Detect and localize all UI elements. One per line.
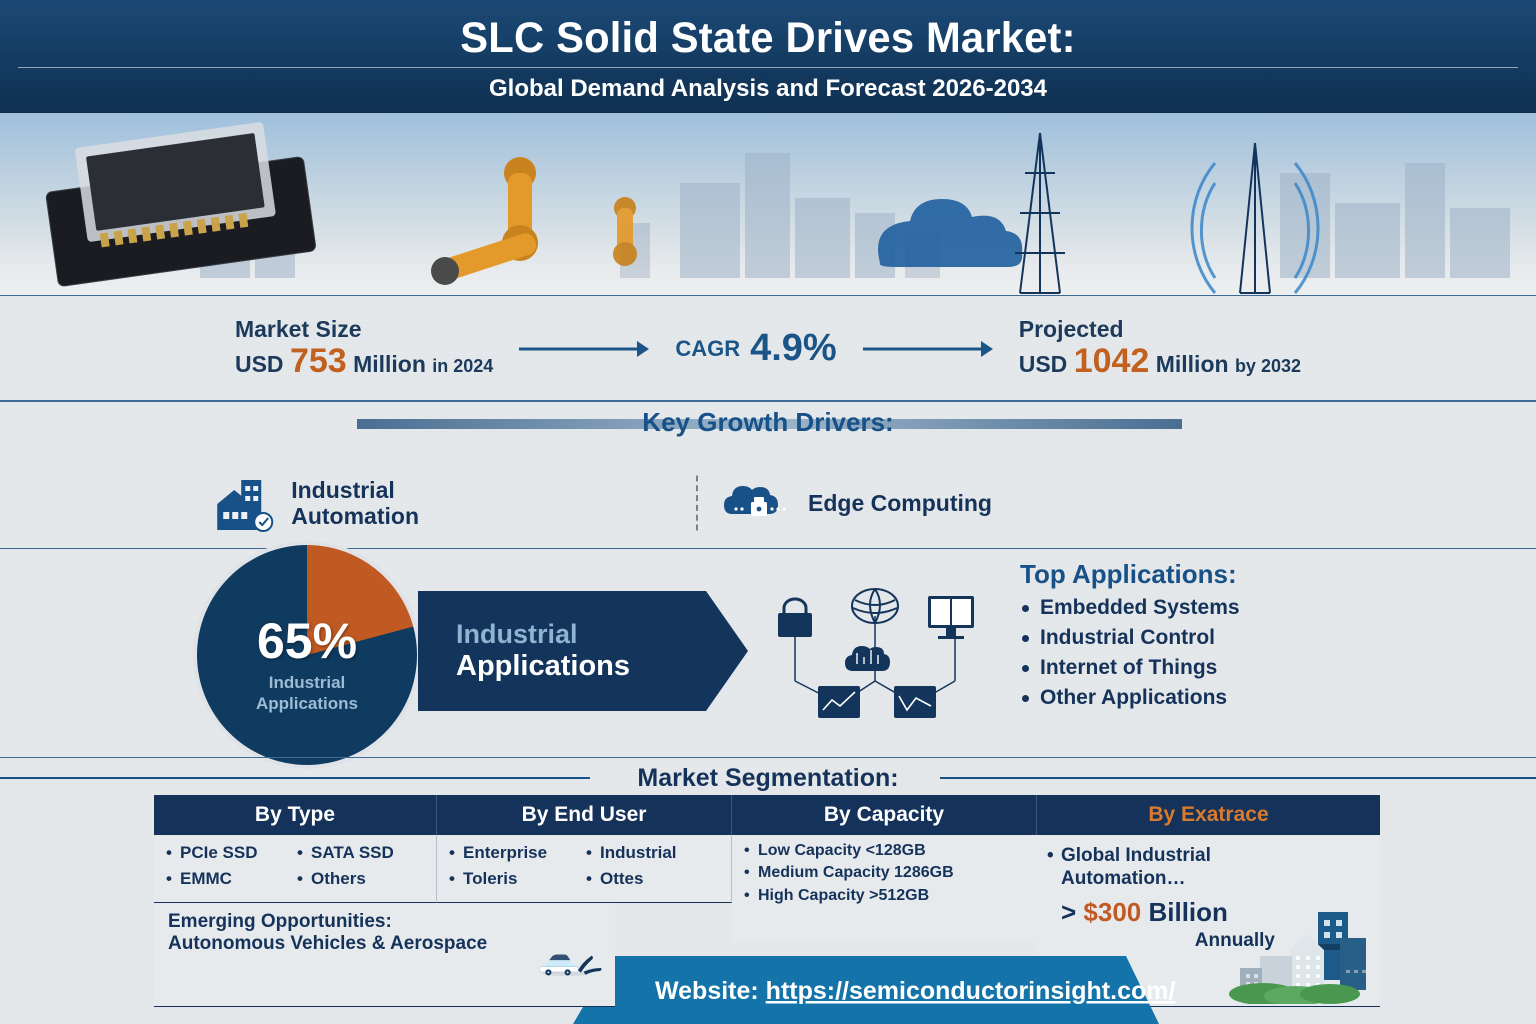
- svg-text:Website: https://semiconductor: Website: https://semiconductorinsight.co…: [655, 977, 1175, 1005]
